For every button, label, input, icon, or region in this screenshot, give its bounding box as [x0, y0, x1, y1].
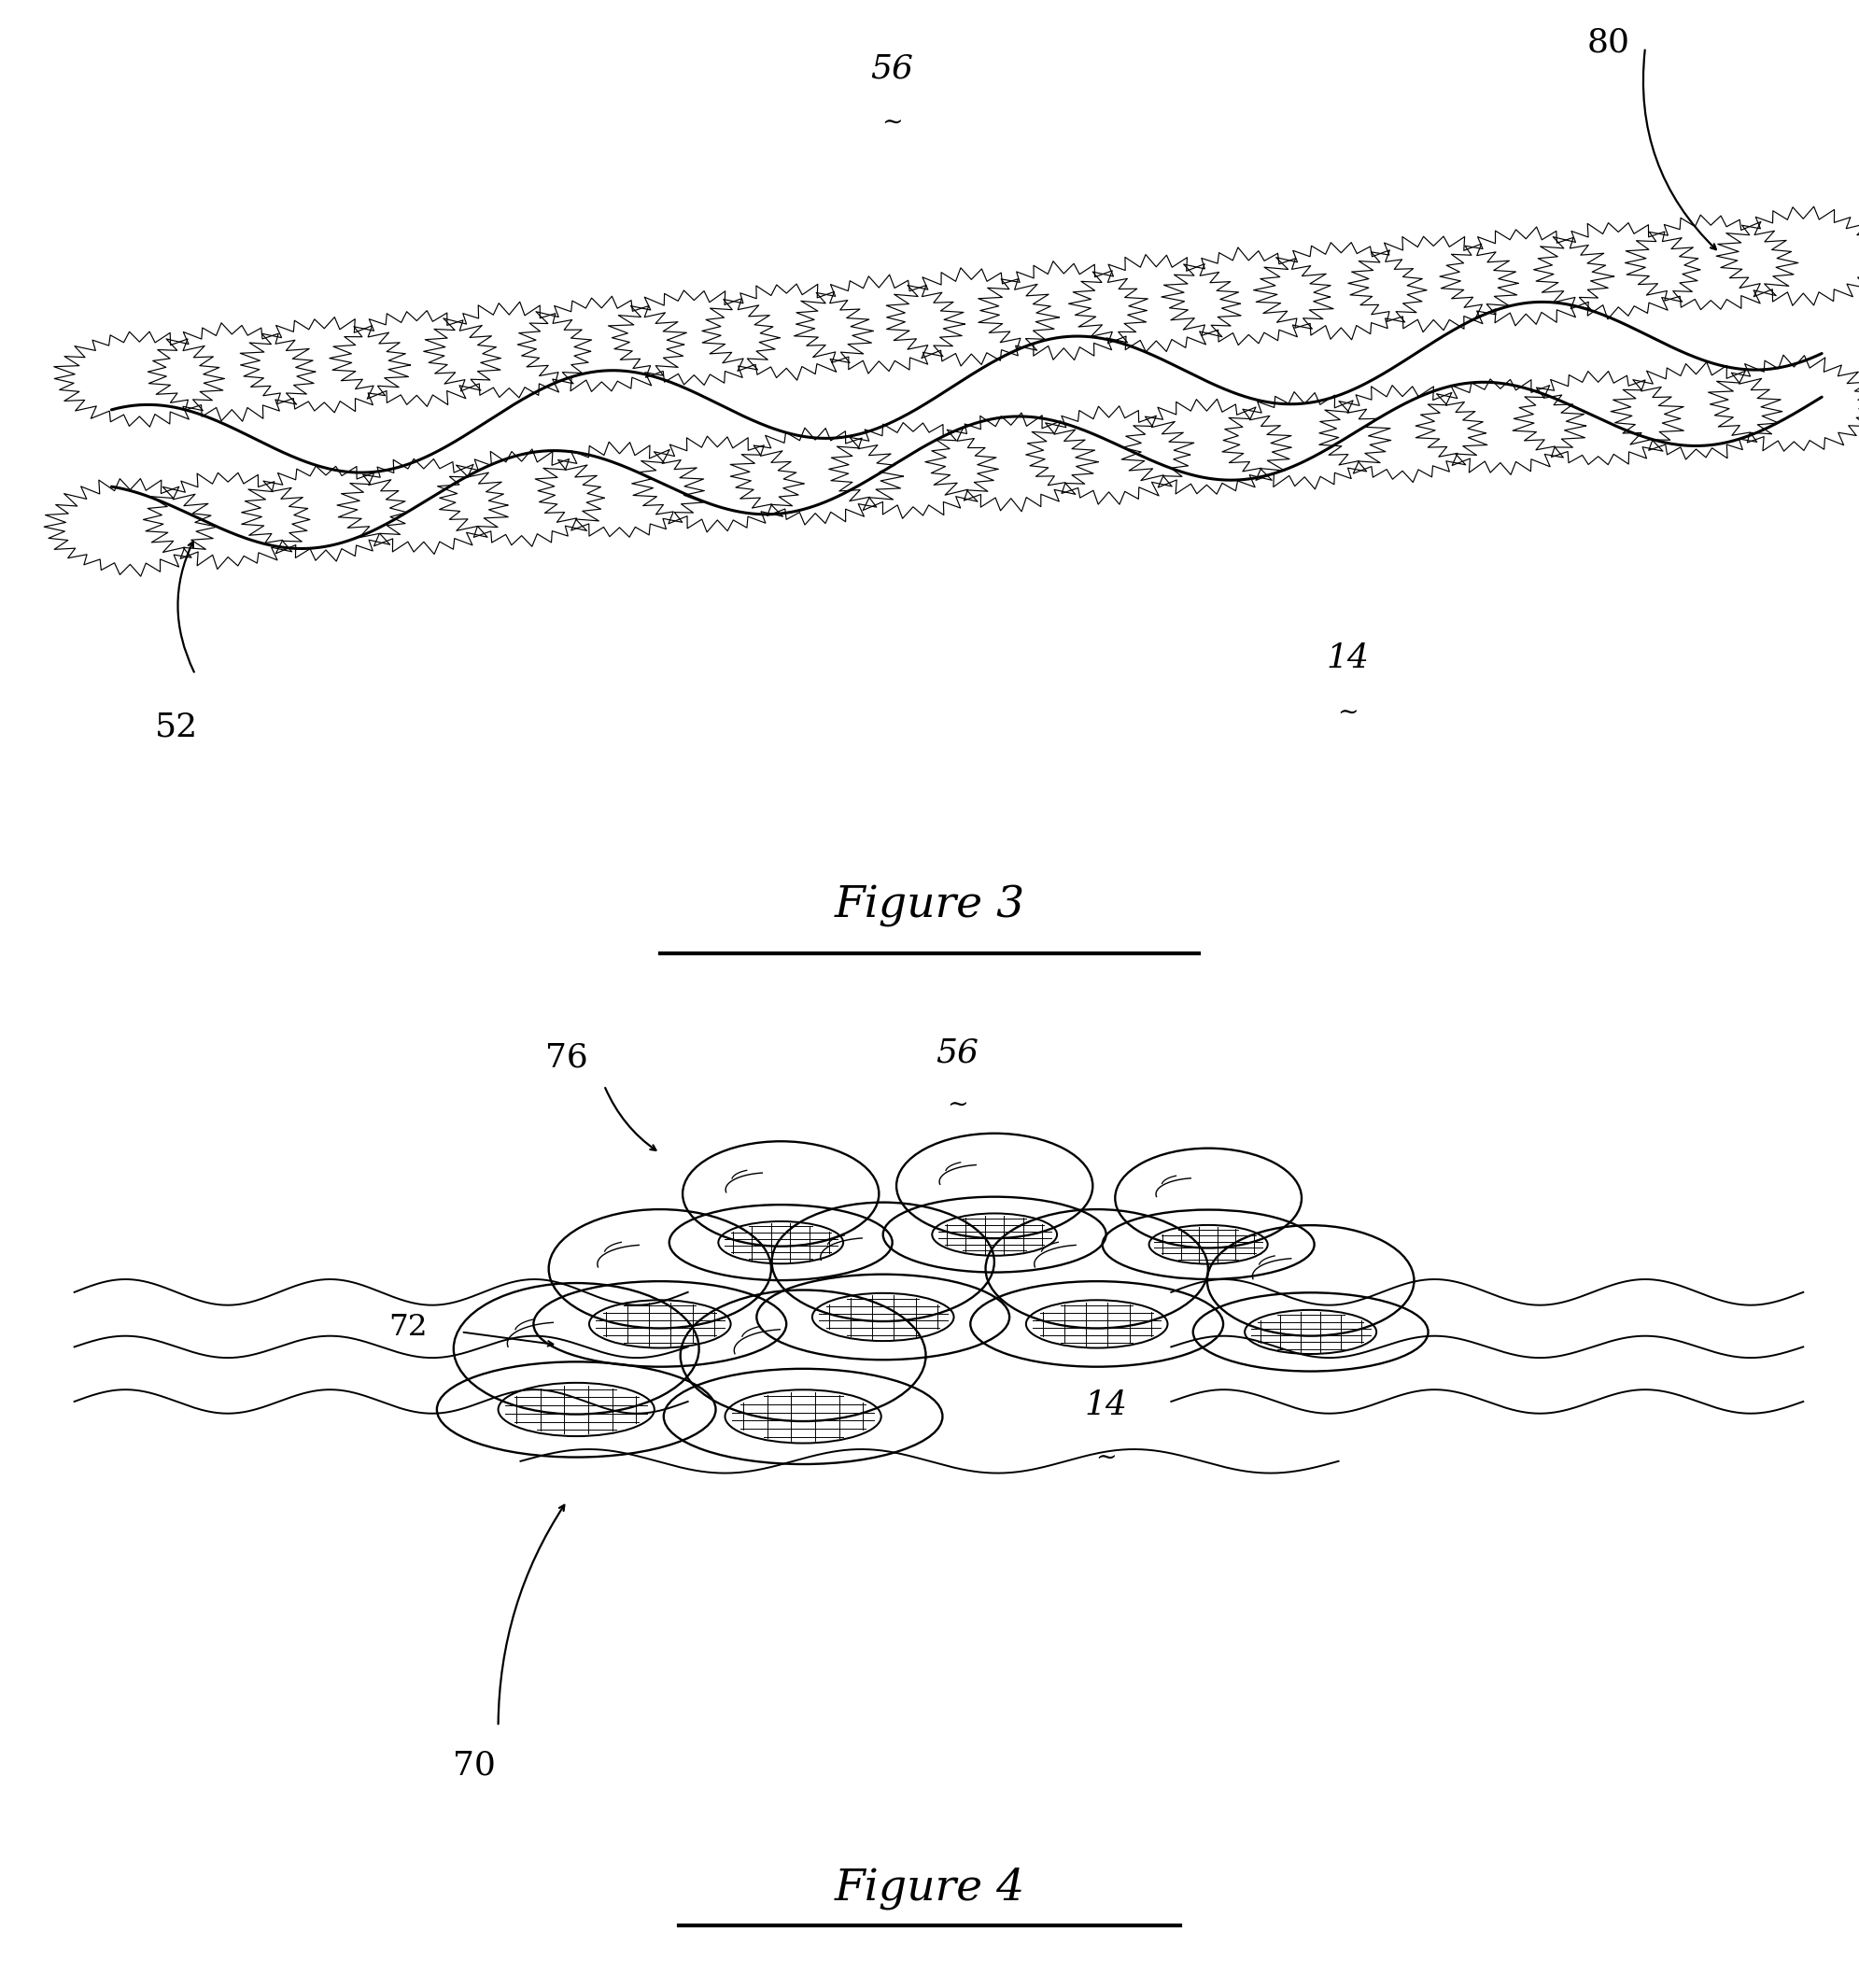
Text: 52: 52 — [154, 712, 199, 744]
Text: 14: 14 — [1084, 1390, 1128, 1421]
Text: 76: 76 — [547, 1042, 587, 1074]
Text: ∼: ∼ — [881, 111, 903, 135]
Text: ∼: ∼ — [1337, 700, 1359, 726]
Text: Figure 4: Figure 4 — [835, 1867, 1024, 1910]
Text: 72: 72 — [389, 1312, 428, 1342]
Text: ∼: ∼ — [1095, 1447, 1117, 1471]
Text: 70: 70 — [452, 1749, 496, 1781]
Text: 56: 56 — [870, 52, 915, 83]
Text: 56: 56 — [935, 1038, 980, 1070]
Text: 14: 14 — [1325, 642, 1370, 674]
Text: 80: 80 — [1586, 26, 1630, 58]
Text: Figure 3: Figure 3 — [835, 885, 1024, 926]
Text: ∼: ∼ — [946, 1093, 969, 1119]
